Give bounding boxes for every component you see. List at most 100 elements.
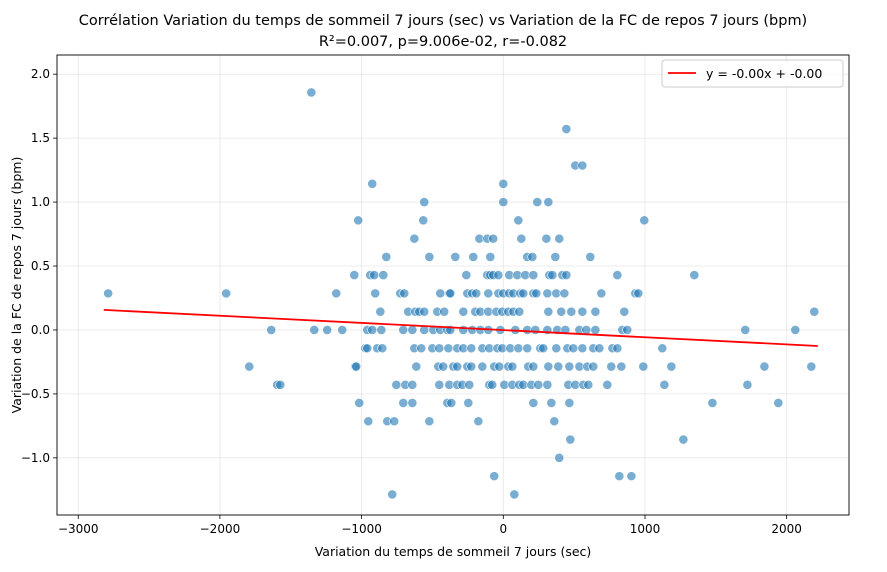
y-tick-label: 1.5: [31, 131, 50, 145]
data-point: [522, 343, 533, 354]
legend-label-regression: y = -0.00x + -0.00: [706, 66, 822, 81]
x-axis-label: Variation du temps de sommeil 7 jours (s…: [315, 544, 592, 559]
data-point: [477, 361, 488, 372]
data-point: [439, 306, 450, 317]
data-point: [362, 343, 373, 354]
data-point: [759, 361, 770, 372]
x-tick-label: −2000: [200, 522, 241, 536]
data-point: [435, 288, 446, 299]
data-point: [419, 306, 430, 317]
data-point: [353, 215, 364, 226]
y-tick-label: −1.0: [21, 451, 50, 465]
data-point: [443, 343, 454, 354]
data-point: [221, 288, 232, 299]
data-point: [773, 398, 784, 408]
data-point: [411, 361, 422, 372]
data-point: [473, 416, 484, 427]
data-point: [351, 361, 362, 372]
data-point: [367, 325, 378, 335]
data-point: [483, 288, 494, 299]
data-point: [391, 379, 402, 390]
data-point: [363, 416, 374, 427]
data-point: [509, 489, 520, 500]
data-point: [612, 343, 623, 354]
data-point: [266, 325, 277, 335]
legend: y = -0.00x + -0.00: [661, 59, 844, 88]
data-point: [564, 398, 575, 408]
data-point: [399, 288, 410, 299]
data-point: [450, 252, 461, 262]
y-tick-label: −0.5: [21, 387, 50, 401]
data-point: [378, 270, 389, 280]
data-point: [488, 233, 499, 244]
data-point: [707, 398, 718, 408]
data-point: [553, 361, 564, 372]
data-point: [612, 270, 623, 280]
data-point: [614, 471, 625, 482]
data-point: [424, 252, 435, 262]
chart-subtitle: R²=0.007, p=9.006e-02, r=-0.082: [319, 34, 567, 50]
data-point: [606, 361, 617, 372]
data-point: [370, 288, 381, 299]
data-point: [590, 325, 601, 335]
data-point: [659, 379, 670, 390]
data-point: [438, 361, 449, 372]
data-point: [556, 306, 567, 317]
data-point: [103, 288, 114, 299]
data-point: [387, 489, 398, 500]
data-point: [678, 434, 689, 445]
data-point: [498, 197, 509, 207]
x-axis: −3000 −2000 −1000 0 1000 2000: [58, 515, 802, 536]
data-point: [244, 361, 255, 372]
data-point: [554, 452, 565, 463]
data-point: [596, 288, 607, 299]
data-point: [594, 343, 605, 354]
data-point: [543, 361, 554, 372]
data-point: [331, 288, 342, 299]
data-point: [806, 361, 817, 372]
legend-box: [661, 59, 844, 88]
data-point: [367, 178, 378, 189]
data-point: [468, 252, 479, 262]
data-point: [463, 398, 474, 408]
data-point: [471, 288, 482, 299]
data-point: [742, 379, 753, 390]
data-point: [638, 361, 649, 372]
data-point: [550, 252, 561, 262]
data-point: [489, 471, 500, 482]
data-point: [533, 379, 544, 390]
x-tick-label: 0: [499, 522, 507, 536]
data-point: [542, 288, 553, 299]
data-point: [452, 361, 463, 372]
data-point: [566, 306, 577, 317]
data-point: [532, 197, 543, 207]
y-tick-label: 0.5: [31, 259, 50, 273]
y-tick-label: 2.0: [31, 67, 50, 81]
data-point: [546, 398, 557, 408]
data-point: [398, 398, 409, 408]
data-point: [564, 361, 575, 372]
data-point: [377, 343, 388, 354]
data-point: [602, 379, 613, 390]
data-point: [527, 252, 538, 262]
data-point: [542, 379, 553, 390]
data-point: [322, 325, 333, 335]
regression-line: [103, 308, 818, 347]
grid: [57, 55, 849, 515]
data-point: [416, 343, 427, 354]
data-point: [349, 270, 360, 280]
data-point: [633, 288, 644, 299]
data-point: [543, 197, 554, 207]
data-point: [549, 416, 560, 427]
data-point: [565, 434, 576, 445]
data-point: [588, 361, 599, 372]
y-axis-label: Variation de la FC de repos 7 jours (bpm…: [9, 157, 24, 414]
data-point: [559, 288, 570, 299]
data-point: [554, 233, 565, 244]
data-point: [485, 252, 496, 262]
data-point: [528, 361, 539, 372]
y-tick-label: 0.0: [31, 323, 50, 337]
x-tick-label: −3000: [58, 522, 99, 536]
data-point: [369, 270, 380, 280]
